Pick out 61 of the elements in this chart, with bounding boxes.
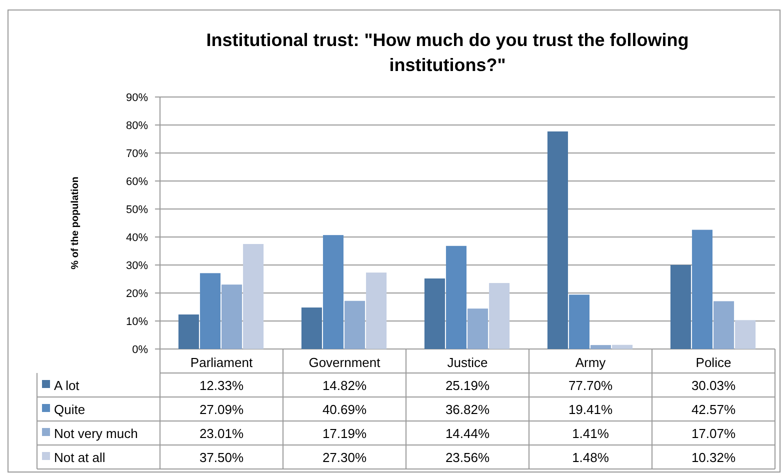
bar xyxy=(735,320,756,349)
bar xyxy=(366,272,387,349)
y-tick-label: 70% xyxy=(126,148,148,160)
data-label: 10.32% xyxy=(691,450,736,465)
x-tick-label: Army xyxy=(575,355,606,370)
legend-label: A lot xyxy=(54,378,80,393)
data-label: 37.50% xyxy=(199,450,244,465)
bar xyxy=(322,235,344,349)
bar xyxy=(714,301,734,349)
y-tick-label: 10% xyxy=(126,316,148,328)
bar xyxy=(178,314,199,349)
data-label: 23.01% xyxy=(199,426,244,441)
data-label: 36.82% xyxy=(445,402,490,417)
bar xyxy=(612,344,633,349)
y-axis-title: % of the population xyxy=(70,176,81,270)
data-label: 77.70% xyxy=(568,378,613,393)
chart-title: Institutional trust: "How much do you trust the following institutions?" xyxy=(206,30,689,75)
bar xyxy=(692,230,712,349)
data-label: 17.19% xyxy=(322,426,367,441)
bar xyxy=(424,278,445,349)
data-label: 27.09% xyxy=(199,402,244,417)
data-label: 14.82% xyxy=(322,378,367,393)
legend-label: Not at all xyxy=(54,450,106,465)
y-tick-label: 40% xyxy=(126,232,148,244)
data-label: 27.30% xyxy=(322,450,367,465)
data-label: 23.56% xyxy=(445,450,490,465)
y-tick-label: 20% xyxy=(126,288,148,300)
data-label: 25.19% xyxy=(445,378,490,393)
bar xyxy=(547,131,568,349)
y-tick-label: 60% xyxy=(126,176,148,188)
data-label: 17.07% xyxy=(691,426,736,441)
data-label: 40.69% xyxy=(322,402,367,417)
y-tick-label: 0% xyxy=(132,344,148,356)
bar xyxy=(200,273,220,349)
y-tick-label: 80% xyxy=(126,120,148,132)
x-tick-label: Justice xyxy=(447,355,488,370)
data-label: 12.33% xyxy=(199,378,244,393)
y-tick-label: 30% xyxy=(126,260,148,272)
legend-label: Quite xyxy=(54,402,86,417)
y-tick-label: 90% xyxy=(126,92,148,104)
data-label: 1.41% xyxy=(572,426,610,441)
legend-label: Not very much xyxy=(54,426,138,441)
bar xyxy=(301,308,322,349)
bar xyxy=(243,244,264,349)
x-tick-label: Government xyxy=(308,355,381,370)
x-tick-label: Police xyxy=(696,355,732,370)
bar xyxy=(222,284,242,349)
data-label: 42.57% xyxy=(691,402,736,417)
bar xyxy=(468,308,488,349)
data-label: 30.03% xyxy=(691,378,736,393)
data-label: 14.44% xyxy=(445,426,490,441)
bar xyxy=(590,345,612,349)
data-label: 1.48% xyxy=(572,450,610,465)
x-tick-label: Parliament xyxy=(190,355,253,370)
bar xyxy=(446,246,466,349)
y-tick-label: 50% xyxy=(126,204,148,216)
bar xyxy=(670,264,691,349)
data-label: 19.41% xyxy=(568,402,613,417)
bar xyxy=(568,294,590,349)
bar xyxy=(489,283,510,349)
bar xyxy=(344,300,366,349)
